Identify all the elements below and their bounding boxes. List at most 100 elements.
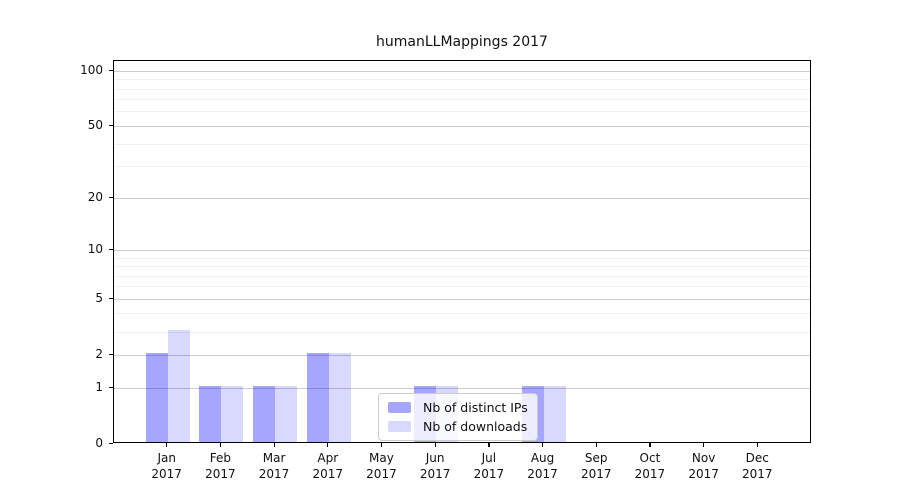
y-tick-label: 1 <box>95 380 103 394</box>
gridline-minor <box>114 286 810 288</box>
x-tick-label-month: Jul <box>481 451 497 465</box>
x-tick-label-year: 2017 <box>205 467 236 481</box>
y-tick-label: 5 <box>95 291 103 306</box>
x-tick-label-year: 2017 <box>258 467 290 481</box>
x-tick-label: Mar 2017 <box>244 450 304 482</box>
legend-row-downloads: Nb of downloads <box>388 419 528 434</box>
x-tick-mark <box>703 443 705 447</box>
bar-distinct-ips-jan <box>145 353 168 442</box>
x-tick-mark <box>219 443 222 447</box>
x-tick-label-month: Nov <box>691 451 716 465</box>
x-tick-mark <box>595 443 597 447</box>
y-tick-label: 10 <box>87 242 103 257</box>
plot-area: Nb of distinct IPs Nb of downloads <box>113 60 811 443</box>
gridline-minor <box>114 143 810 145</box>
gridline-minor <box>114 79 810 81</box>
y-tick-mark <box>109 353 113 355</box>
gridline-minor <box>114 257 810 259</box>
gridline-major <box>114 298 810 300</box>
gridline-major <box>114 354 810 356</box>
x-tick-label-year: 2017 <box>151 467 182 481</box>
x-tick-mark <box>166 443 168 447</box>
gridline-major <box>114 197 810 199</box>
gridline-major <box>114 125 810 127</box>
x-tick-label: Jan 2017 <box>137 450 197 482</box>
y-tick-label: 20 <box>87 190 103 205</box>
bars-layer <box>114 61 810 442</box>
x-tick-label: Jun 2017 <box>405 450 465 482</box>
gridline-minor <box>114 111 810 113</box>
legend-swatch-distinct-ips <box>388 402 411 413</box>
bar-distinct-ips-feb <box>199 386 222 442</box>
y-tick-mark <box>109 442 113 444</box>
legend-label-distinct-ips: Nb of distinct IPs <box>423 400 528 415</box>
gridline-minor <box>114 266 810 267</box>
gridline-minor <box>114 166 810 168</box>
x-tick-label-year: 2017 <box>473 467 505 481</box>
gridline-minor <box>114 331 810 333</box>
bar-downloads-mar <box>275 386 298 442</box>
x-tick-mark <box>488 443 490 447</box>
x-tick-label: Feb 2017 <box>190 450 250 482</box>
x-tick-label-month: Mar <box>262 451 286 465</box>
bar-distinct-ips-mar <box>253 386 276 442</box>
bar-downloads-feb <box>221 386 244 442</box>
legend-swatch-downloads <box>388 421 411 432</box>
x-tick-mark <box>542 443 544 447</box>
x-tick-label-month: Sep <box>584 451 608 465</box>
legend-label-downloads: Nb of downloads <box>423 419 528 434</box>
legend: Nb of distinct IPs Nb of downloads <box>378 393 538 441</box>
x-tick-label: Dec 2017 <box>727 450 787 482</box>
x-tick-mark <box>756 443 758 447</box>
x-tick-mark <box>380 443 383 447</box>
x-tick-label: Oct 2017 <box>620 450 680 482</box>
x-tick-mark <box>273 443 275 447</box>
y-tick-mark <box>109 196 113 198</box>
x-tick-label-month: Feb <box>209 451 231 465</box>
gridline-major <box>114 70 810 72</box>
gridline-major <box>114 387 810 389</box>
y-tick-mark <box>109 124 113 127</box>
gridline-minor <box>114 313 810 315</box>
x-tick-label: Sep 2017 <box>566 450 626 482</box>
gridline-minor <box>114 88 810 90</box>
bar-downloads-apr <box>328 353 351 442</box>
x-tick-label: Apr 2017 <box>298 450 358 482</box>
gridline-major <box>114 249 810 251</box>
y-tick-mark <box>109 297 113 299</box>
x-tick-label-month: May <box>369 451 394 465</box>
x-tick-label-year: 2017 <box>634 467 666 481</box>
y-tick-label: 2 <box>95 347 103 362</box>
x-tick-label: May 2017 <box>351 450 411 482</box>
x-tick-label-month: Jun <box>425 451 445 465</box>
y-tick-mark <box>109 248 113 250</box>
x-tick-label-year: 2017 <box>580 467 612 481</box>
chart-title: humanLLMappings 2017 <box>376 34 548 50</box>
x-tick-label-year: 2017 <box>312 467 344 481</box>
grid-layer <box>114 61 810 442</box>
x-tick-label: Jul 2017 <box>459 450 519 482</box>
x-tick-label-year: 2017 <box>419 467 451 481</box>
y-tick-label: 100 <box>80 63 103 78</box>
gridline-minor <box>114 275 810 277</box>
legend-row-distinct-ips: Nb of distinct IPs <box>388 400 528 415</box>
bar-distinct-ips-apr <box>306 353 329 442</box>
x-tick-label: Nov 2017 <box>674 450 734 482</box>
y-tick-label: 50 <box>87 118 103 133</box>
x-tick-label-month: Oct <box>639 451 661 465</box>
x-tick-mark <box>434 443 436 447</box>
bar-downloads-aug <box>543 386 566 442</box>
x-tick-label-month: Apr <box>317 451 339 465</box>
x-tick-label-month: Aug <box>530 451 555 465</box>
x-tick-label-year: 2017 <box>742 467 773 481</box>
y-tick-label: 0 <box>95 436 103 450</box>
x-tick-label-year: 2017 <box>688 467 719 481</box>
x-tick-mark <box>327 443 329 447</box>
gridline-minor <box>114 99 810 101</box>
x-tick-label: Aug 2017 <box>513 450 573 482</box>
bar-downloads-jan <box>167 330 190 442</box>
x-tick-label-year: 2017 <box>366 467 397 481</box>
x-tick-mark <box>649 443 651 447</box>
x-tick-label-year: 2017 <box>527 467 558 481</box>
